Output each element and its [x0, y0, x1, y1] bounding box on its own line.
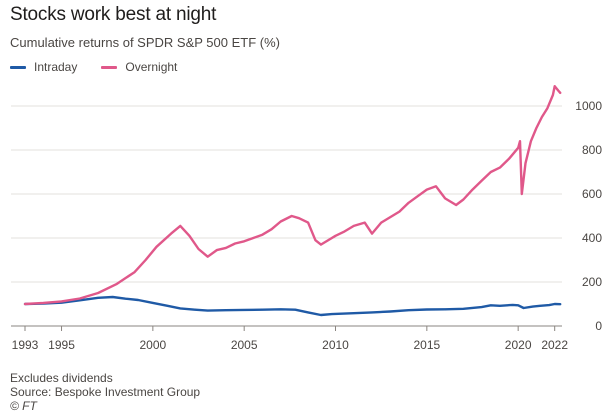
chart-notes: Excludes dividends Source: Bespoke Inves…	[10, 371, 200, 413]
legend: Intraday Overnight	[10, 60, 201, 74]
legend-swatch-overnight	[101, 65, 118, 69]
x-tick-label-2022: 2022	[541, 338, 568, 352]
note-source: Source: Bespoke Investment Group	[10, 385, 201, 399]
y-tick-label-1000: 1000	[575, 99, 602, 113]
legend-item-intraday: Intraday	[10, 60, 77, 74]
series-line-intraday	[23, 295, 562, 317]
legend-item-overnight: Overnight	[101, 60, 177, 74]
x-tick-label-2015: 2015	[413, 338, 440, 352]
x-tick-label-1995: 1995	[48, 338, 75, 352]
y-tick-label-200: 200	[582, 275, 602, 289]
legend-label-overnight: Overnight	[125, 60, 178, 74]
y-tick-label-0: 0	[595, 319, 602, 333]
x-tick-label-2000: 2000	[140, 338, 167, 352]
x-tick-label-2020: 2020	[505, 338, 532, 352]
chart-title: Stocks work best at night	[10, 4, 217, 25]
note-dividends: Excludes dividends	[10, 371, 113, 385]
legend-swatch-intraday	[10, 65, 26, 69]
x-tick-label-2005: 2005	[231, 338, 258, 352]
y-tick-label-400: 400	[582, 231, 602, 245]
y-tick-label-600: 600	[582, 187, 602, 201]
legend-label-intraday: Intraday	[34, 60, 78, 74]
note-credit: © FT	[10, 399, 37, 413]
x-tick-label-2010: 2010	[322, 338, 349, 352]
chart-subtitle: Cumulative returns of SPDR S&P 500 ETF (…	[10, 35, 280, 50]
series-line-overnight	[23, 85, 562, 306]
y-tick-label-800: 800	[582, 143, 602, 157]
x-tick-label-1993: 1993	[12, 338, 39, 352]
